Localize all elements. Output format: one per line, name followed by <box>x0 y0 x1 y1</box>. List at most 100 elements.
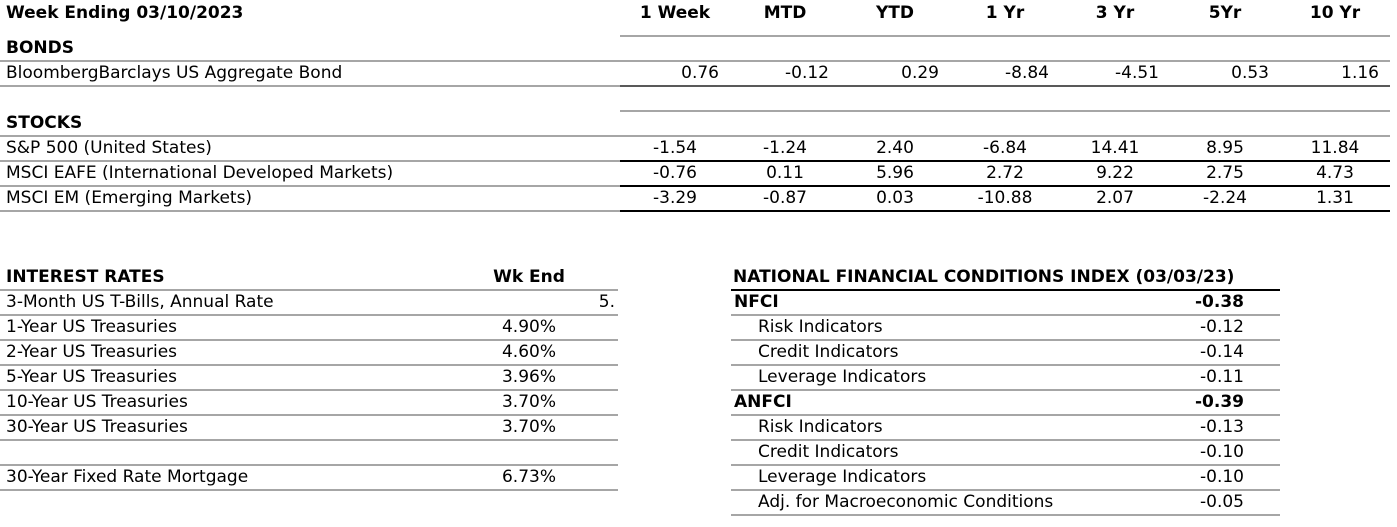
table-row-anfci-leverage: Leverage Indicators -0.10 <box>731 466 1280 491</box>
table-row-msci-em: MSCI EM (Emerging Markets) -3.29 -0.87 0… <box>0 187 1390 212</box>
value-cell: -4.51 <box>1115 63 1159 83</box>
row-label: ANFCI <box>734 392 792 412</box>
spacer-row <box>0 441 618 466</box>
table-row-nfci-leverage: Leverage Indicators -0.11 <box>731 366 1280 391</box>
column-header-1week: 1 Week <box>639 3 711 23</box>
nfci-heading: NATIONAL FINANCIAL CONDITIONS INDEX (03/… <box>731 266 1280 291</box>
row-label: Risk Indicators <box>758 417 883 437</box>
value-cell: -0.12 <box>785 63 829 83</box>
table-row-5yr-treasuries: 5-Year US Treasuries 3.96% <box>0 366 618 391</box>
value-cell: 0.76 <box>681 63 719 83</box>
table-row-3month-tbills: 3-Month US T-Bills, Annual Rate 5. <box>0 291 618 316</box>
row-label: 3-Month US T-Bills, Annual Rate <box>6 292 274 312</box>
spacer-cell <box>440 441 618 464</box>
row-label: 1-Year US Treasuries <box>6 317 178 337</box>
row-label: 2-Year US Treasuries <box>6 342 178 362</box>
value-cell: -6.84 <box>983 138 1027 158</box>
column-header-mtd: MTD <box>763 3 807 23</box>
table-row-1yr-treasuries: 1-Year US Treasuries 4.90% <box>0 316 618 341</box>
row-values: -0.76 0.11 5.96 2.72 9.22 2.75 4.73 <box>620 162 1390 187</box>
value-cell: -0.76 <box>653 163 697 183</box>
value-cell: 0.53 <box>1231 63 1269 83</box>
row-value: 5. <box>598 292 615 312</box>
wk-end-column-header: Wk End <box>493 267 565 287</box>
value-cell: 1.31 <box>1316 188 1354 208</box>
stocks-heading-spacer <box>620 112 1390 135</box>
table-row-anfci-risk: Risk Indicators -0.13 <box>731 416 1280 441</box>
bonds-section-row: BONDS <box>0 37 1390 62</box>
spacer-row <box>0 87 1390 112</box>
value-cell: 4.73 <box>1316 163 1354 183</box>
value-cell: 2.07 <box>1096 188 1134 208</box>
table-row-msci-eafe: MSCI EAFE (International Developed Marke… <box>0 162 1390 187</box>
table-row-anfci-macro-adj: Adj. for Macroeconomic Conditions -0.05 <box>731 491 1280 516</box>
column-header-3yr: 3 Yr <box>1095 3 1135 23</box>
row-value: -0.14 <box>1200 342 1244 362</box>
table-row-anfci: ANFCI -0.39 <box>731 391 1280 416</box>
value-cell: 2.75 <box>1206 163 1244 183</box>
row-label: S&P 500 (United States) <box>0 137 620 162</box>
value-cell: 9.22 <box>1096 163 1134 183</box>
nfci-table: NATIONAL FINANCIAL CONDITIONS INDEX (03/… <box>731 266 1280 516</box>
table-row-anfci-credit: Credit Indicators -0.10 <box>731 441 1280 466</box>
stocks-section-row: STOCKS <box>0 112 1390 137</box>
interest-rates-heading: INTEREST RATES <box>6 267 165 287</box>
row-value: -0.13 <box>1200 417 1244 437</box>
column-header-1yr: 1 Yr <box>985 3 1025 23</box>
row-label: Adj. for Macroeconomic Conditions <box>758 492 1054 512</box>
value-cell: -3.29 <box>653 188 697 208</box>
row-value: -0.05 <box>1200 492 1244 512</box>
value-cell: -1.54 <box>653 138 697 158</box>
value-cell: -2.24 <box>1203 188 1247 208</box>
value-cell: 8.95 <box>1206 138 1244 158</box>
section-heading-stocks: STOCKS <box>6 113 83 133</box>
row-label: BloombergBarclays US Aggregate Bond <box>0 62 620 87</box>
row-value: 4.60% <box>501 342 556 362</box>
row-value: 4.90% <box>501 317 556 337</box>
value-cell: 0.03 <box>876 188 914 208</box>
row-label: Leverage Indicators <box>758 367 927 387</box>
row-label: Leverage Indicators <box>758 467 927 487</box>
table-row-sp500: S&P 500 (United States) -1.54 -1.24 2.40… <box>0 137 1390 162</box>
row-value: -0.10 <box>1200 467 1244 487</box>
value-cell: 14.41 <box>1090 138 1140 158</box>
column-header-10yr: 10 Yr <box>1309 3 1361 23</box>
performance-header-columns: 1 Week MTD YTD 1 Yr 3 Yr 5Yr 10 Yr <box>620 0 1390 37</box>
value-cell: -10.88 <box>977 188 1033 208</box>
value-cell: -8.84 <box>1005 63 1049 83</box>
row-label: 30-Year Fixed Rate Mortgage <box>6 467 249 487</box>
row-values: -3.29 -0.87 0.03 -10.88 2.07 -2.24 1.31 <box>620 187 1390 212</box>
interest-rates-table: INTEREST RATES Wk End 3-Month US T-Bills… <box>0 266 618 491</box>
performance-header-row: Week Ending 03/10/2023 1 Week MTD YTD 1 … <box>0 0 1390 37</box>
table-row-30yr-mortgage: 30-Year Fixed Rate Mortgage 6.73% <box>0 466 618 491</box>
performance-table: Week Ending 03/10/2023 1 Week MTD YTD 1 … <box>0 0 1397 212</box>
value-cell: 2.40 <box>876 138 914 158</box>
row-value: 3.70% <box>501 417 556 437</box>
value-cell: 2.72 <box>986 163 1024 183</box>
row-value: -0.39 <box>1195 392 1244 412</box>
row-value: 3.70% <box>501 392 556 412</box>
table-row-nfci: NFCI -0.38 <box>731 291 1280 316</box>
row-label: MSCI EAFE (International Developed Marke… <box>0 162 620 187</box>
value-cell: -0.87 <box>763 188 807 208</box>
table-row-2yr-treasuries: 2-Year US Treasuries 4.60% <box>0 341 618 366</box>
row-values: 0.76 -0.12 0.29 -8.84 -4.51 0.53 1.16 <box>620 62 1390 87</box>
value-cell: 1.16 <box>1341 63 1379 83</box>
page-title: Week Ending 03/10/2023 <box>6 3 244 23</box>
row-label: 10-Year US Treasuries <box>6 392 188 412</box>
row-label: NFCI <box>734 292 779 312</box>
row-value: 6.73% <box>501 467 556 487</box>
row-value: -0.10 <box>1200 442 1244 462</box>
row-label: Credit Indicators <box>758 442 899 462</box>
value-cell: 11.84 <box>1310 138 1360 158</box>
row-value: 3.96% <box>501 367 556 387</box>
row-label: Credit Indicators <box>758 342 899 362</box>
table-row-10yr-treasuries: 10-Year US Treasuries 3.70% <box>0 391 618 416</box>
row-value: -0.12 <box>1200 317 1244 337</box>
row-label: 30-Year US Treasuries <box>6 417 188 437</box>
row-label: Risk Indicators <box>758 317 883 337</box>
table-row-30yr-treasuries: 30-Year US Treasuries 3.70% <box>0 416 618 441</box>
value-cell: 5.96 <box>876 163 914 183</box>
value-cell: 0.11 <box>766 163 804 183</box>
row-value: -0.38 <box>1195 292 1244 312</box>
